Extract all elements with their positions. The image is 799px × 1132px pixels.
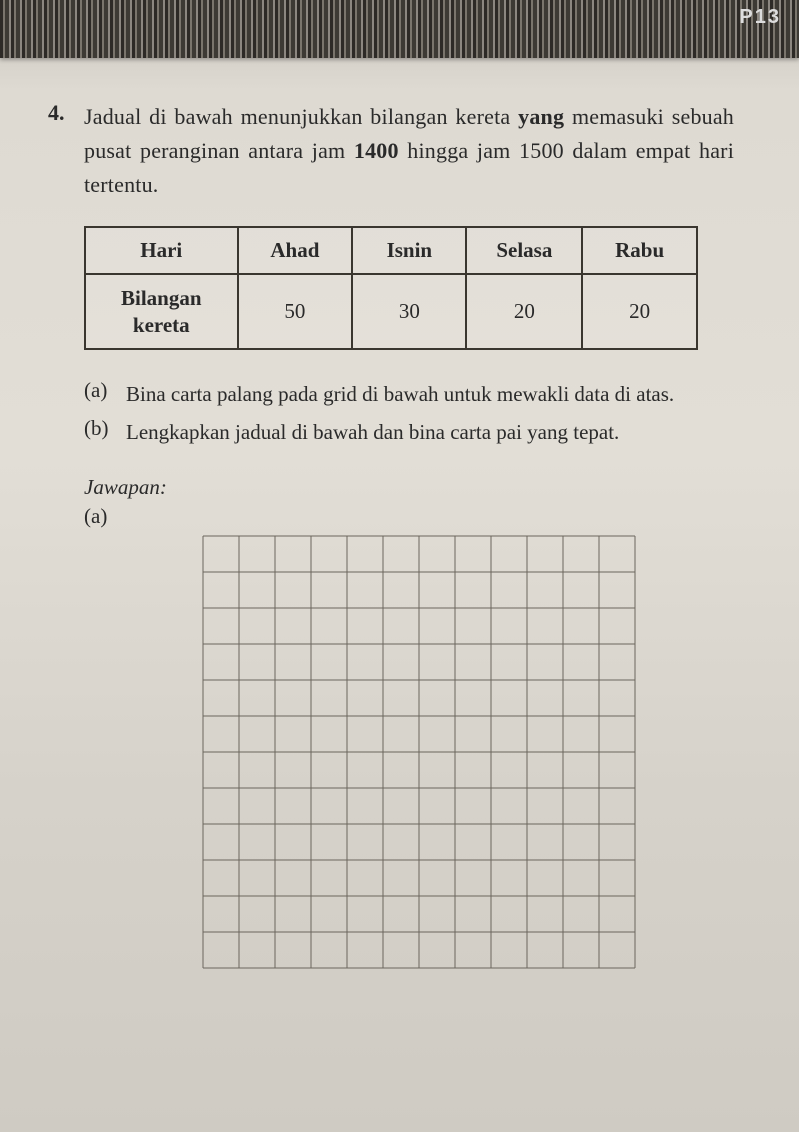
sub-question-list: (a) Bina carta palang pada grid di bawah… [84, 378, 734, 449]
page: P13 4. Jadual di bawah menunjukkan bilan… [0, 0, 799, 1132]
table-cell: 30 [352, 274, 466, 349]
table-cell: 50 [238, 274, 353, 349]
table-data-row: Bilangan kereta 50 30 20 20 [85, 274, 697, 349]
data-table: Hari Ahad Isnin Selasa Rabu Bilangan ker… [84, 226, 698, 350]
table-row-label: Bilangan kereta [85, 274, 238, 349]
question-number: 4. [48, 100, 65, 126]
table-col-header: Isnin [352, 227, 466, 274]
q-line1: Jadual di bawah menunjukkan bilangan ker… [84, 104, 510, 129]
page-corner-label: P13 [739, 6, 781, 29]
table-cell: 20 [582, 274, 697, 349]
row-label-line1: Bilangan [121, 286, 202, 310]
part-a-marker: (a) [84, 378, 126, 411]
q-bold2: 1400 [354, 138, 399, 163]
sub-question-a: (a) Bina carta palang pada grid di bawah… [84, 378, 734, 411]
part-b-marker: (b) [84, 416, 126, 449]
table-col-header: Selasa [466, 227, 582, 274]
table-col-header: Ahad [238, 227, 353, 274]
table-corner-header: Hari [85, 227, 238, 274]
q-bold1: yang [518, 104, 564, 129]
part-b-text: Lengkapkan jadual di bawah dan bina cart… [126, 416, 734, 449]
table-cell: 20 [466, 274, 582, 349]
question-text: Jadual di bawah menunjukkan bilangan ker… [84, 100, 734, 202]
answer-label: Jawapan: [84, 475, 734, 500]
answer-grid [202, 535, 636, 969]
row-label-line2: kereta [133, 313, 190, 337]
answer-grid-container [202, 535, 734, 969]
answer-a-marker: (a) [84, 504, 126, 529]
scan-artifact-strip: P13 [0, 0, 799, 58]
part-a-text: Bina carta palang pada grid di bawah unt… [126, 378, 734, 411]
table-col-header: Rabu [582, 227, 697, 274]
sub-question-b: (b) Lengkapkan jadual di bawah dan bina … [84, 416, 734, 449]
table-header-row: Hari Ahad Isnin Selasa Rabu [85, 227, 697, 274]
question-block: 4. Jadual di bawah menunjukkan bilangan … [84, 100, 734, 969]
answer-a-row: (a) [84, 504, 734, 529]
